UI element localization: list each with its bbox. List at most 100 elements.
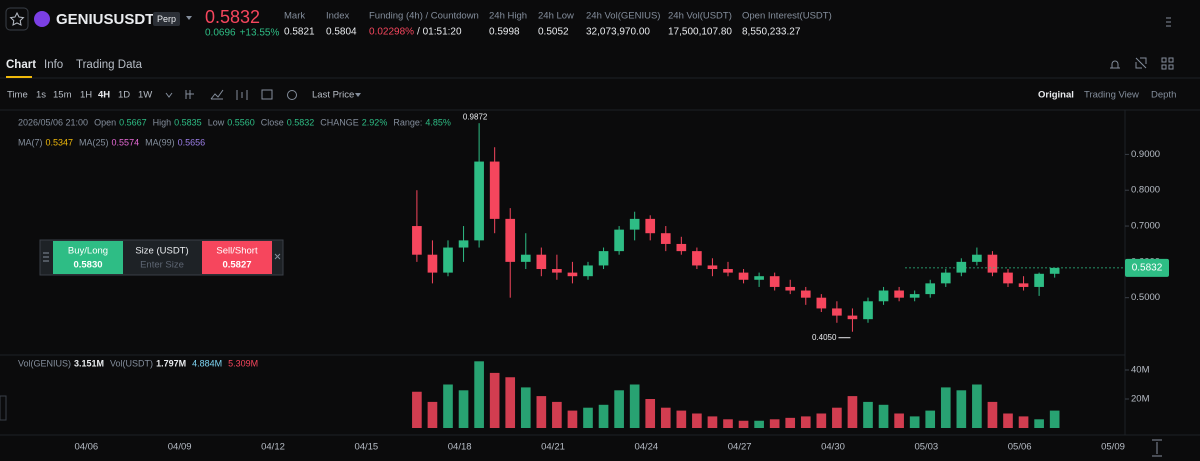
sell-button[interactable] xyxy=(202,241,272,274)
x-tick-label: 04/12 xyxy=(261,442,285,453)
interval[interactable]: 4H xyxy=(98,90,110,101)
ma-value: 0.5347 xyxy=(46,137,74,147)
sell-price[interactable]: 0.5827 xyxy=(222,260,251,271)
buy-button[interactable] xyxy=(53,241,123,274)
x-tick-label: 04/09 xyxy=(168,442,192,453)
x-tick-label: 05/09 xyxy=(1101,442,1125,453)
candle-body xyxy=(598,251,609,266)
tab[interactable]: Trading Data xyxy=(76,59,143,71)
interval[interactable]: 1H xyxy=(80,90,92,101)
candle-body xyxy=(754,276,764,280)
perp-badge-text: Perp xyxy=(157,14,176,24)
view-option[interactable]: Original xyxy=(1038,90,1074,101)
volume-bar xyxy=(894,413,904,428)
high-annotation: 0.9872 xyxy=(463,112,488,121)
interval[interactable]: Time xyxy=(7,90,28,101)
size-label: Size (USDT) xyxy=(135,246,188,257)
x-tick-label: 05/03 xyxy=(914,442,938,453)
volume-bar xyxy=(925,410,936,428)
candle-body xyxy=(458,240,469,248)
view-option[interactable]: Trading View xyxy=(1084,90,1139,101)
toolbar-icons xyxy=(165,17,1174,457)
pane-handle[interactable] xyxy=(0,395,7,421)
tab-underline xyxy=(6,76,32,78)
drawing-icon[interactable] xyxy=(210,89,224,100)
stat-label: 24h Low xyxy=(538,11,574,22)
candle-body xyxy=(629,218,640,230)
volume-bar xyxy=(598,404,609,428)
volume-bar xyxy=(909,416,920,428)
size-input[interactable]: Enter Size xyxy=(140,260,184,271)
interval[interactable]: 1D xyxy=(118,90,130,101)
ohlc-value: 0.5832 xyxy=(287,117,315,127)
tab[interactable]: Chart xyxy=(6,59,36,71)
y-tick-label: 0.9000 xyxy=(1131,149,1160,160)
view-option[interactable]: Depth xyxy=(1151,90,1176,101)
price-change-pct: +13.55% xyxy=(240,28,280,39)
ohlc-label: Open xyxy=(94,117,116,127)
price-type[interactable]: Last Price xyxy=(312,90,354,101)
candle-body xyxy=(1034,273,1044,287)
candle-body xyxy=(832,308,842,316)
buy-label[interactable]: Buy/Long xyxy=(68,246,108,257)
close-icon[interactable] xyxy=(274,253,281,260)
volume-bar xyxy=(769,419,780,428)
screenshot-icon[interactable] xyxy=(287,90,297,100)
expand-icon[interactable] xyxy=(1135,57,1147,69)
candle-body xyxy=(956,261,967,273)
volume-bar xyxy=(676,410,687,428)
y-tick-label: 0.7000 xyxy=(1131,221,1160,232)
interval-caret[interactable] xyxy=(165,92,173,98)
ohlc-value: 0.5835 xyxy=(174,117,202,127)
indicator-icon[interactable] xyxy=(185,90,194,99)
candle-body xyxy=(614,229,624,252)
volume-bar xyxy=(505,377,516,428)
ma-label: MA(99) xyxy=(145,137,175,147)
reset-icon[interactable] xyxy=(1152,439,1162,457)
volume-tick-label: 40M xyxy=(1131,365,1150,376)
candle-body xyxy=(489,161,500,219)
coin-logo xyxy=(34,11,50,27)
last-price-badge-text: 0.5832 xyxy=(1132,263,1163,274)
ma-value: 0.5656 xyxy=(178,137,206,147)
layout-icon[interactable] xyxy=(1168,57,1174,63)
layout-icon[interactable] xyxy=(1161,57,1167,63)
settings-icon[interactable] xyxy=(261,89,273,100)
interval[interactable]: 1s xyxy=(36,90,46,101)
candle-body xyxy=(536,254,547,270)
volume-bar xyxy=(972,384,982,428)
candle-body xyxy=(520,254,531,262)
layout-icon[interactable] xyxy=(1161,64,1167,70)
buy-price[interactable]: 0.5830 xyxy=(73,260,102,271)
alert-icon[interactable] xyxy=(1110,60,1120,69)
favorite-button[interactable] xyxy=(5,7,29,31)
x-tick-label: 04/30 xyxy=(821,442,845,453)
interval[interactable]: 15m xyxy=(53,90,72,101)
candle-body xyxy=(1003,272,1013,284)
sell-label[interactable]: Sell/Short xyxy=(216,246,258,257)
x-tick-label: 04/18 xyxy=(448,442,472,453)
candle-body xyxy=(723,269,733,273)
volume-bar xyxy=(1018,416,1029,428)
symbol-caret[interactable] xyxy=(186,16,192,20)
vol-label: Vol(GENIUS) xyxy=(18,358,71,368)
menu-icon[interactable] xyxy=(1166,17,1171,27)
stat-label: Funding (4h) / Countdown xyxy=(369,11,479,22)
stat-label: Index xyxy=(326,11,349,22)
tab[interactable]: Info xyxy=(44,59,63,71)
volume-bar xyxy=(474,361,484,428)
layout-icon[interactable] xyxy=(1168,64,1174,70)
ohlc-time: 2026/05/06 21:00 xyxy=(18,117,88,127)
volume-bar xyxy=(738,420,749,428)
candle-body xyxy=(940,272,951,284)
candle-body xyxy=(847,315,858,320)
candle-type-icon[interactable] xyxy=(236,90,248,100)
vol-label: Vol(USDT) xyxy=(110,358,153,368)
vol-value: 3.151M xyxy=(74,358,104,368)
y-tick-label: 0.5000 xyxy=(1131,292,1160,303)
interval[interactable]: 1W xyxy=(138,90,152,101)
volume-bar xyxy=(567,410,578,428)
candle-body xyxy=(816,297,827,309)
candle-body xyxy=(692,251,702,266)
price-type-caret[interactable] xyxy=(355,93,361,97)
